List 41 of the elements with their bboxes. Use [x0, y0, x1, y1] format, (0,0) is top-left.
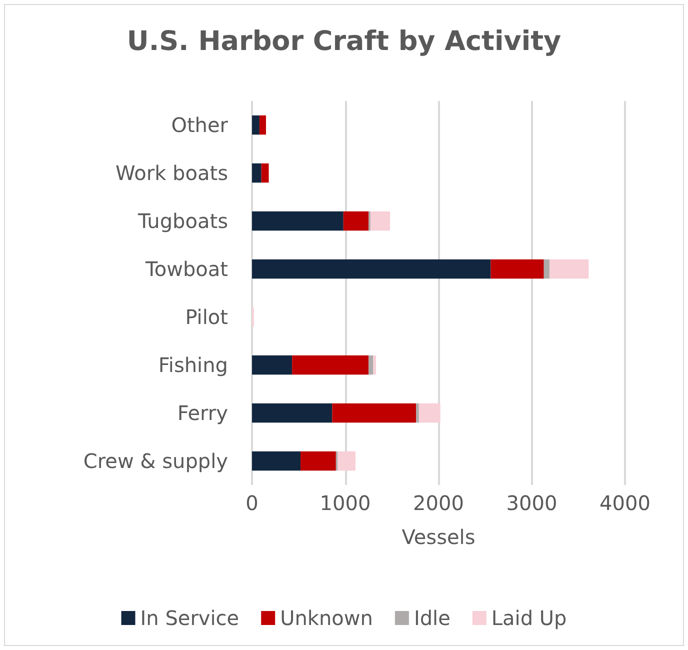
bar	[252, 451, 300, 471]
x-tick-label: 4000	[600, 491, 650, 515]
bar	[261, 163, 269, 183]
y-tick-label: Ferry	[177, 401, 228, 425]
bar	[292, 355, 369, 375]
bar	[252, 259, 491, 279]
legend-label: In Service	[140, 606, 240, 630]
bar	[300, 451, 336, 471]
legend-label: Laid Up	[491, 606, 567, 630]
bar	[368, 355, 374, 375]
y-tick-label: Tugboats	[137, 209, 228, 233]
y-tick-label: Pilot	[185, 305, 228, 329]
bar	[252, 355, 292, 375]
x-tick-label: 2000	[413, 491, 464, 515]
bar	[338, 451, 356, 471]
x-tick-label: 0	[246, 491, 258, 515]
y-tick-label: Towboat	[144, 257, 228, 281]
bar	[252, 211, 344, 231]
x-tick-label: 3000	[506, 491, 558, 515]
y-tick-label: Fishing	[158, 353, 228, 377]
bar	[373, 355, 376, 375]
y-tick-label: Work boats	[116, 161, 228, 185]
bar	[370, 211, 390, 231]
chart-title: U.S. Harbor Craft by Activity	[126, 26, 562, 57]
bar	[418, 403, 440, 423]
bar	[332, 403, 416, 423]
bar	[544, 259, 550, 279]
y-tick-label: Crew & supply	[83, 449, 228, 473]
x-tick-label: 1000	[320, 491, 371, 515]
bar	[343, 211, 369, 231]
bar	[549, 259, 589, 279]
legend-label: Idle	[414, 606, 450, 630]
bar	[252, 403, 332, 423]
bar	[490, 259, 544, 279]
x-axis-title: Vessels	[402, 525, 476, 549]
legend-label: Unknown	[280, 606, 373, 630]
bar	[252, 163, 262, 183]
y-tick-label: Other	[171, 113, 229, 137]
bar	[252, 115, 260, 135]
bar	[416, 403, 419, 423]
bar	[259, 115, 266, 135]
